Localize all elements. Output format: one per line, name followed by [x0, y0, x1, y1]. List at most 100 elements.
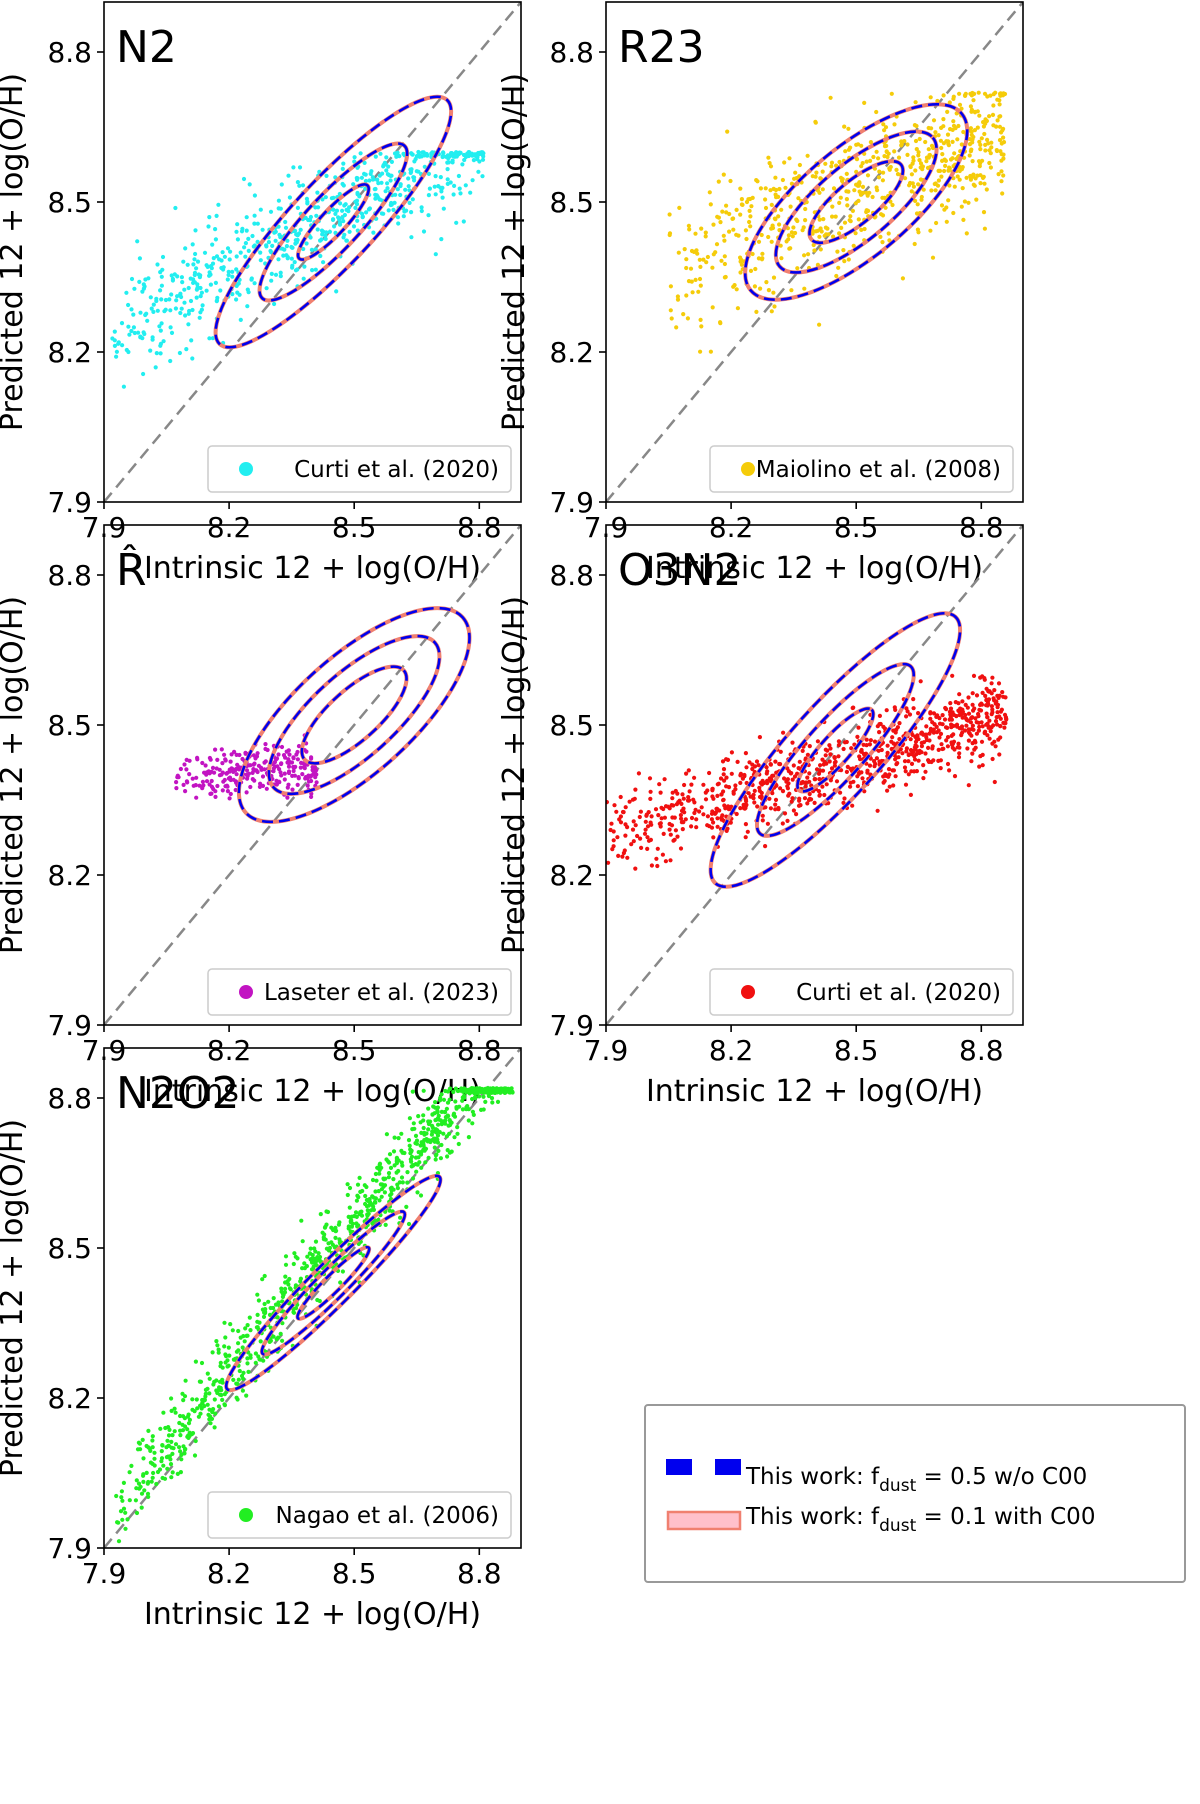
scatter-point	[995, 710, 1000, 715]
scatter-point	[789, 288, 794, 293]
x-axis-label: Intrinsic 12 + log(O/H)	[646, 551, 983, 586]
scatter-point	[950, 673, 955, 678]
scatter-point	[453, 1099, 458, 1104]
scatter-point	[220, 1377, 225, 1382]
scatter-point	[466, 150, 471, 155]
scatter-point	[701, 812, 706, 817]
scatter-point	[789, 230, 795, 235]
scatter-point	[943, 163, 948, 168]
contour-solid-2	[213, 94, 454, 350]
scatter-point	[264, 786, 269, 791]
scatter-point	[293, 228, 298, 233]
scatter-point	[218, 1360, 223, 1365]
scatter-point	[279, 761, 284, 767]
scatter-point	[655, 863, 660, 869]
scatter-point	[240, 1345, 245, 1350]
scatter-point	[319, 228, 325, 233]
scatter-point	[985, 733, 990, 738]
scatter-point	[778, 762, 783, 767]
scatter-point	[689, 824, 694, 829]
scatter-point	[997, 693, 1002, 698]
scatter-point	[155, 308, 160, 313]
scatter-point	[371, 1195, 376, 1200]
scatter-point	[176, 775, 181, 780]
scatter-point	[667, 806, 672, 811]
scatter-point	[738, 186, 743, 191]
scatter-point	[248, 1328, 253, 1333]
scatter-point	[196, 1414, 201, 1419]
scatter-point	[208, 272, 213, 277]
scatter-point	[924, 724, 929, 729]
scatter-point	[410, 1176, 416, 1181]
scatter-point	[136, 330, 141, 335]
scatter-point	[313, 775, 318, 780]
scatter-point	[618, 794, 623, 800]
scatter-point	[248, 1353, 253, 1358]
scatter-point	[312, 1256, 317, 1261]
scatter-point	[252, 213, 257, 218]
scatter-point	[447, 1131, 452, 1136]
scatter-point	[246, 236, 251, 241]
scatter-point	[142, 331, 147, 337]
scatter-point	[300, 183, 306, 188]
scatter-point	[192, 270, 198, 275]
scatter-point	[735, 306, 741, 311]
scatter-point	[446, 1114, 451, 1119]
scatter-point	[817, 793, 822, 798]
scatter-point	[267, 1312, 273, 1317]
scatter-point	[891, 768, 897, 773]
scatter-point	[295, 180, 300, 185]
scatter-point	[409, 169, 414, 174]
scatter-point	[199, 307, 204, 312]
scatter-point	[763, 186, 768, 191]
panel-title: O3N2	[618, 545, 742, 596]
scatter-point	[158, 288, 163, 293]
scatter-point	[127, 332, 132, 337]
scatter-point	[342, 232, 347, 237]
scatter-point	[443, 154, 448, 159]
scatter-point	[347, 229, 352, 234]
scatter-point	[203, 1391, 208, 1396]
scatter-point	[173, 205, 178, 211]
scatter-point	[960, 699, 965, 704]
scatter-point	[358, 151, 363, 156]
scatter-point	[738, 212, 743, 217]
scatter-point	[232, 749, 237, 755]
scatter-point	[304, 241, 309, 246]
scatter-point	[609, 821, 614, 826]
contour-dashed-0	[300, 665, 408, 765]
scatter-point	[186, 285, 191, 291]
scatter-point	[963, 728, 968, 733]
scatter-point	[776, 805, 781, 811]
scatter-point	[358, 1210, 363, 1215]
scatter-point	[245, 776, 250, 781]
scatter-point	[168, 1462, 174, 1467]
scatter-point	[939, 203, 945, 208]
x-tick-label: 7.9	[584, 1034, 629, 1067]
scatter-point	[406, 184, 411, 189]
scatter-point	[698, 349, 703, 354]
scatter-point	[396, 221, 401, 226]
scatter-point	[141, 1472, 146, 1477]
scatter-point	[780, 177, 786, 183]
plot-area	[104, 525, 521, 1025]
scatter-point	[985, 715, 990, 720]
scatter-point	[698, 264, 703, 269]
scatter-point	[659, 805, 664, 810]
scatter-point	[800, 748, 805, 754]
scatter-point	[997, 91, 1003, 96]
scatter-point	[243, 750, 248, 755]
scatter-point	[779, 256, 784, 261]
scatter-point	[213, 237, 218, 242]
scatter-point	[444, 1106, 449, 1111]
scatter-point	[893, 774, 898, 779]
contour-dashed-2	[224, 1174, 442, 1392]
scatter-point	[836, 743, 842, 748]
scatter-point	[1001, 152, 1006, 157]
scatter-point	[935, 98, 940, 104]
scatter-point	[933, 188, 938, 193]
scatter-point	[721, 233, 726, 238]
scatter-point	[654, 856, 659, 861]
scatter-point	[748, 268, 754, 273]
